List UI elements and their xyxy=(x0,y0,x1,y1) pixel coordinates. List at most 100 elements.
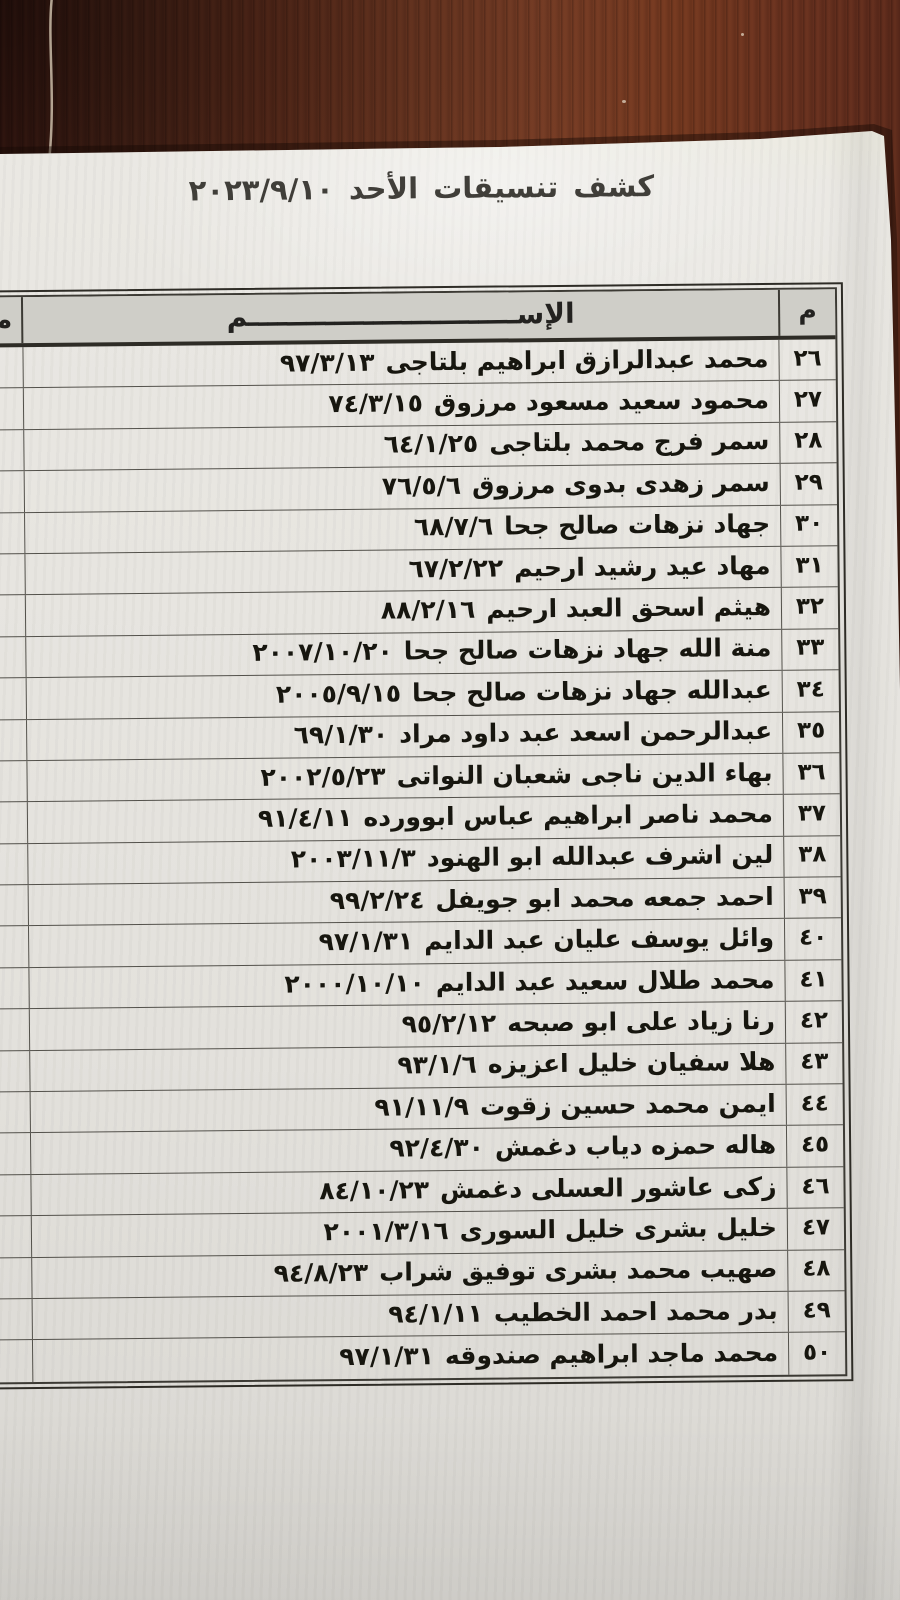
birth-date: ٩٣/١/٦ xyxy=(397,1050,477,1080)
person-name: زكى عاشور العسلى دغمش xyxy=(439,1171,777,1204)
row-number: ٣٠ xyxy=(779,504,838,546)
birth-date: ٩٥/٢/١٢ xyxy=(401,1008,497,1039)
row-number: ٣٨ xyxy=(783,835,841,877)
empty-cell xyxy=(0,471,26,513)
empty-cell xyxy=(0,554,26,596)
name-cell: هلا سفيان خليل اعزيزه ٩٣/١/٦ xyxy=(30,1043,785,1091)
birth-date: ٩٢/٤/٣٠ xyxy=(389,1132,485,1163)
birth-date: ٦٨/٧/٦ xyxy=(413,511,494,542)
person-name: هيثم اسحق العبد ارحيم xyxy=(486,591,772,624)
empty-cell xyxy=(0,636,27,679)
birth-date: ٩٧/١/٣١ xyxy=(318,926,414,957)
empty-cell xyxy=(0,1092,31,1134)
name-cell: لين اشرف عبدالله ابو الهنود ٢٠٠٣/١١/٣ xyxy=(28,837,783,885)
row-number: ٣٢ xyxy=(780,587,839,629)
empty-cell xyxy=(0,512,26,555)
birth-date: ٢٠٠٣/١١/٣ xyxy=(290,843,416,874)
name-cell: صهيب محمد بشرى توفيق شراب ٩٤/٨/٢٣ xyxy=(32,1250,787,1298)
name-cell: سمر زهدى بدوى مرزوق ٧٦/٥/٦ xyxy=(25,464,780,512)
birth-date: ٦٩/١/٣٠ xyxy=(293,719,389,750)
name-cell: بهاء الدين ناجى شعبان النواتى ٢٠٠٢/٥/٢٣ xyxy=(27,754,782,802)
person-name: احمد جمعه محمد ابو جويفل xyxy=(435,881,774,914)
name-cell: ايمن محمد حسين زقوت ٩١/١١/٩ xyxy=(31,1085,786,1133)
name-cell: سمر فرج محمد بلتاجى ٦٤/١/٢٥ xyxy=(24,423,779,471)
empty-cell xyxy=(0,926,30,968)
birth-date: ٩٩/٢/٢٤ xyxy=(329,885,425,915)
person-name: سمر فرج محمد بلتاجى xyxy=(489,426,770,459)
name-cell: رنا زياد على ابو صبحه ٩٥/٢/١٢ xyxy=(30,1002,785,1050)
birth-date: ٩٤/١/١١ xyxy=(388,1298,484,1329)
empty-cell xyxy=(0,1257,33,1299)
row-number: ٣٥ xyxy=(781,711,840,753)
name-cell: بدر محمد احمد الخطيب ٩٤/١/١١ xyxy=(33,1292,788,1340)
name-cell: عبدالله جهاد نزهات صالح جحا ٢٠٠٥/٩/١٥ xyxy=(27,671,782,719)
name-cell: محمد عبدالرازق ابراهيم بلتاجى ٩٧/٣/١٣ xyxy=(23,340,778,388)
person-name: رنا زياد على ابو صبحه xyxy=(507,1005,776,1038)
empty-cell xyxy=(0,678,27,720)
name-cell: هيثم اسحق العبد ارحيم ٨٨/٢/١٦ xyxy=(26,588,781,636)
name-cell: جهاد نزهات صالح جحا ٦٨/٧/٦ xyxy=(25,505,780,553)
person-name: صهيب محمد بشرى توفيق شراب xyxy=(379,1254,778,1288)
empty-cell xyxy=(0,1174,32,1217)
name-cell: خليل بشرى خليل السورى ٢٠٠١/٣/١٦ xyxy=(32,1209,787,1257)
person-name: منة الله جهاد نزهات صالح جحا xyxy=(403,633,772,666)
name-cell: زكى عاشور العسلى دغمش ٨٤/١٠/٢٣ xyxy=(31,1168,786,1216)
person-name: محمد عبدالرازق ابراهيم بلتاجى xyxy=(385,343,769,377)
person-name: عبدالرحمن اسعد عبد داود مراد xyxy=(399,716,773,749)
name-cell: مهاد عيد رشيد ارحيم ٦٧/٢/٢٢ xyxy=(25,547,780,595)
header-cell-left-cropped: م xyxy=(0,297,24,345)
name-cell: منة الله جهاد نزهات صالح جحا ٢٠٠٧/١٠/٢٠ xyxy=(26,630,781,678)
empty-cell xyxy=(0,1216,33,1258)
birth-date: ٩١/٤/١١ xyxy=(257,802,353,833)
table-grid: م الإســــــــــــــــــــــــــــم م مح… xyxy=(0,287,848,1385)
empty-cell xyxy=(0,388,25,430)
birth-date: ٨٤/١٠/٢٣ xyxy=(319,1174,430,1205)
empty-cell xyxy=(0,802,29,844)
person-name: بدر محمد احمد الخطيب xyxy=(493,1295,778,1328)
person-name: وائل يوسف عليان عبد الدايم xyxy=(424,923,775,956)
person-name: محمود سعيد مسعود مرزوق xyxy=(433,385,770,418)
row-number: ٤٨ xyxy=(787,1249,845,1291)
person-name: محمد ماجد ابراهيم صندوقه xyxy=(444,1337,779,1370)
row-number: ٣٩ xyxy=(783,877,841,919)
birth-date: ٩١/١١/٩ xyxy=(374,1091,470,1122)
dust-speck xyxy=(622,100,626,103)
birth-date: ٢٠٠٥/٩/١٥ xyxy=(275,678,402,709)
empty-cell xyxy=(0,719,28,761)
person-name: جهاد نزهات صالح جحا xyxy=(504,509,771,541)
empty-cell xyxy=(0,967,30,1010)
birth-date: ٩٧/١/٣١ xyxy=(339,1340,435,1371)
name-cell: عبدالرحمن اسعد عبد داود مراد ٦٩/١/٣٠ xyxy=(27,712,782,760)
person-name: محمد ناصر ابراهيم عباس ابوورده xyxy=(363,798,774,832)
empty-cell xyxy=(0,1299,33,1341)
empty-cell xyxy=(0,1133,32,1175)
birth-date: ٢٠٠١/٣/١٦ xyxy=(323,1215,449,1247)
fiber-strand xyxy=(47,0,54,163)
name-cell: محمد طلال سعيد عبد الدايم ٢٠٠٠/١٠/١٠ xyxy=(29,961,784,1009)
table-header-row: م الإســــــــــــــــــــــــــــم م xyxy=(0,289,836,349)
row-number: ٤٢ xyxy=(784,1001,843,1043)
person-name: سمر زهدى بدوى مرزوق xyxy=(471,467,770,500)
row-number: ٤٣ xyxy=(785,1042,843,1084)
birth-date: ٢٠٠٠/١٠/١٠ xyxy=(284,967,425,999)
empty-cell xyxy=(0,1340,34,1383)
row-number: ٢٩ xyxy=(779,463,837,505)
name-cell: محمد ناصر ابراهيم عباس ابوورده ٩١/٤/١١ xyxy=(28,795,783,843)
birth-date: ٧٦/٥/٦ xyxy=(381,470,462,501)
row-number: ٣٦ xyxy=(782,753,840,795)
row-number: ٤٠ xyxy=(783,918,842,960)
birth-date: ٧٤/٣/١٥ xyxy=(328,388,424,419)
birth-date: ٢٠٠٢/٥/٢٣ xyxy=(260,761,386,792)
row-number: ٣٤ xyxy=(781,670,839,712)
name-cell: هاله حمزه دياب دغمش ٩٢/٤/٣٠ xyxy=(31,1126,786,1174)
birth-date: ٦٧/٢/٢٢ xyxy=(408,553,504,584)
header-cell-index: م xyxy=(777,289,836,336)
person-name: خليل بشرى خليل السورى xyxy=(459,1212,778,1245)
birth-date: ٩٧/٣/١٣ xyxy=(279,347,375,378)
empty-cell xyxy=(0,843,29,886)
name-cell: محمد ماجد ابراهيم صندوقه ٩٧/١/٣١ xyxy=(33,1333,788,1382)
empty-cell xyxy=(0,595,27,637)
